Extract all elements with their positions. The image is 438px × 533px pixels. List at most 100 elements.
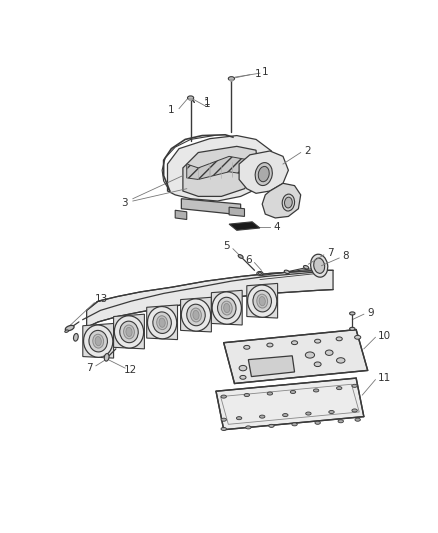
Polygon shape bbox=[180, 297, 212, 332]
Ellipse shape bbox=[304, 265, 309, 269]
Ellipse shape bbox=[224, 303, 230, 313]
Ellipse shape bbox=[104, 353, 109, 361]
Ellipse shape bbox=[336, 358, 345, 363]
Ellipse shape bbox=[325, 350, 333, 356]
Ellipse shape bbox=[187, 304, 205, 326]
Ellipse shape bbox=[314, 258, 325, 273]
Ellipse shape bbox=[189, 98, 193, 101]
Ellipse shape bbox=[239, 366, 247, 371]
Ellipse shape bbox=[181, 299, 211, 331]
Text: 8: 8 bbox=[342, 252, 349, 262]
Text: 10: 10 bbox=[378, 331, 391, 341]
Ellipse shape bbox=[329, 410, 334, 414]
Ellipse shape bbox=[305, 352, 314, 358]
Text: 3: 3 bbox=[122, 198, 128, 207]
Ellipse shape bbox=[314, 389, 319, 392]
Ellipse shape bbox=[89, 330, 107, 352]
Polygon shape bbox=[187, 156, 254, 180]
Polygon shape bbox=[83, 324, 113, 358]
Ellipse shape bbox=[314, 362, 321, 367]
Polygon shape bbox=[229, 207, 244, 216]
Ellipse shape bbox=[187, 96, 194, 100]
Ellipse shape bbox=[284, 270, 290, 273]
Ellipse shape bbox=[191, 308, 201, 322]
Ellipse shape bbox=[157, 316, 167, 329]
Ellipse shape bbox=[93, 334, 104, 348]
Ellipse shape bbox=[352, 409, 357, 412]
Ellipse shape bbox=[259, 415, 265, 418]
Ellipse shape bbox=[218, 297, 236, 319]
Ellipse shape bbox=[237, 417, 242, 419]
Polygon shape bbox=[147, 305, 177, 340]
Text: 12: 12 bbox=[124, 365, 137, 375]
Ellipse shape bbox=[246, 426, 251, 429]
Ellipse shape bbox=[74, 334, 78, 341]
Ellipse shape bbox=[257, 294, 268, 308]
Ellipse shape bbox=[258, 272, 261, 274]
Polygon shape bbox=[239, 151, 288, 193]
Text: 6: 6 bbox=[245, 255, 251, 265]
Ellipse shape bbox=[267, 343, 273, 347]
Ellipse shape bbox=[126, 327, 132, 336]
Ellipse shape bbox=[355, 418, 360, 421]
Ellipse shape bbox=[65, 330, 68, 333]
Ellipse shape bbox=[336, 386, 342, 390]
Text: 7: 7 bbox=[327, 248, 333, 259]
Text: 5: 5 bbox=[223, 241, 230, 252]
Ellipse shape bbox=[292, 423, 297, 426]
Polygon shape bbox=[212, 290, 242, 325]
Text: 1: 1 bbox=[204, 98, 210, 108]
Ellipse shape bbox=[65, 325, 74, 331]
Ellipse shape bbox=[315, 421, 320, 424]
Ellipse shape bbox=[306, 412, 311, 415]
Ellipse shape bbox=[269, 424, 274, 427]
Ellipse shape bbox=[283, 414, 288, 417]
Ellipse shape bbox=[355, 335, 361, 339]
Ellipse shape bbox=[247, 285, 277, 317]
Ellipse shape bbox=[124, 325, 134, 339]
Text: 1: 1 bbox=[204, 99, 210, 109]
Polygon shape bbox=[181, 199, 240, 215]
Ellipse shape bbox=[221, 427, 226, 431]
Ellipse shape bbox=[285, 197, 292, 208]
Text: 1: 1 bbox=[262, 68, 269, 77]
Ellipse shape bbox=[221, 395, 226, 398]
Ellipse shape bbox=[253, 290, 272, 312]
Text: 11: 11 bbox=[378, 373, 391, 383]
Ellipse shape bbox=[221, 418, 226, 421]
Text: 1: 1 bbox=[168, 105, 174, 115]
Ellipse shape bbox=[291, 341, 298, 345]
Ellipse shape bbox=[290, 391, 296, 393]
Ellipse shape bbox=[240, 375, 246, 379]
Polygon shape bbox=[87, 270, 333, 327]
Ellipse shape bbox=[255, 163, 272, 185]
Ellipse shape bbox=[221, 301, 232, 315]
Polygon shape bbox=[183, 147, 258, 196]
Polygon shape bbox=[167, 135, 274, 201]
Ellipse shape bbox=[228, 77, 234, 80]
Text: 13: 13 bbox=[94, 294, 108, 304]
Ellipse shape bbox=[311, 254, 328, 277]
Ellipse shape bbox=[238, 255, 243, 259]
Ellipse shape bbox=[95, 336, 101, 346]
Text: 2: 2 bbox=[304, 146, 311, 156]
Ellipse shape bbox=[350, 312, 355, 315]
Ellipse shape bbox=[257, 271, 263, 276]
Text: 4: 4 bbox=[273, 222, 279, 232]
Polygon shape bbox=[113, 314, 145, 349]
Ellipse shape bbox=[244, 393, 250, 397]
Ellipse shape bbox=[267, 392, 272, 395]
Polygon shape bbox=[175, 210, 187, 220]
Polygon shape bbox=[262, 183, 301, 218]
Ellipse shape bbox=[314, 339, 321, 343]
Ellipse shape bbox=[84, 325, 113, 357]
Ellipse shape bbox=[230, 79, 233, 82]
Polygon shape bbox=[248, 356, 294, 377]
Ellipse shape bbox=[336, 337, 342, 341]
Ellipse shape bbox=[212, 292, 241, 324]
Polygon shape bbox=[229, 222, 260, 230]
Ellipse shape bbox=[159, 318, 165, 327]
Ellipse shape bbox=[259, 296, 265, 306]
Ellipse shape bbox=[350, 327, 355, 330]
Ellipse shape bbox=[153, 312, 171, 334]
